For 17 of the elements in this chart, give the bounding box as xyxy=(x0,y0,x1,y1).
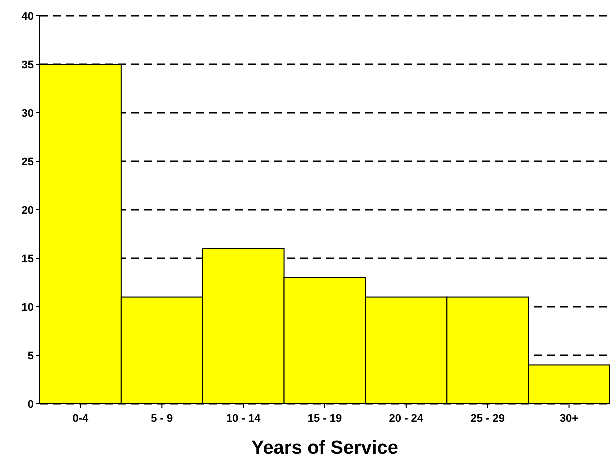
x-tick-label: 15 - 19 xyxy=(308,413,342,425)
x-tick-label: 30+ xyxy=(560,413,579,425)
x-tick-label: 5 - 9 xyxy=(151,413,174,425)
y-tick-label: 35 xyxy=(22,59,34,72)
y-tick-label: 25 xyxy=(22,156,34,168)
y-tick-label: 15 xyxy=(22,253,34,266)
x-axis-title: Years of Service xyxy=(252,438,398,459)
y-tick-label: 40 xyxy=(22,10,34,23)
y-tick-label: 10 xyxy=(22,302,34,314)
y-tick-label: 0 xyxy=(28,398,34,411)
y-tick-label: 30 xyxy=(22,108,34,120)
x-tick-label: 10 - 14 xyxy=(226,413,262,425)
y-tick-label: 5 xyxy=(28,350,34,362)
x-tick-label: 0-4 xyxy=(72,413,90,425)
y-tick-label: 20 xyxy=(22,204,34,217)
x-tick-label: 20 - 24 xyxy=(389,413,424,425)
x-tick-label: 25 - 29 xyxy=(470,413,505,425)
